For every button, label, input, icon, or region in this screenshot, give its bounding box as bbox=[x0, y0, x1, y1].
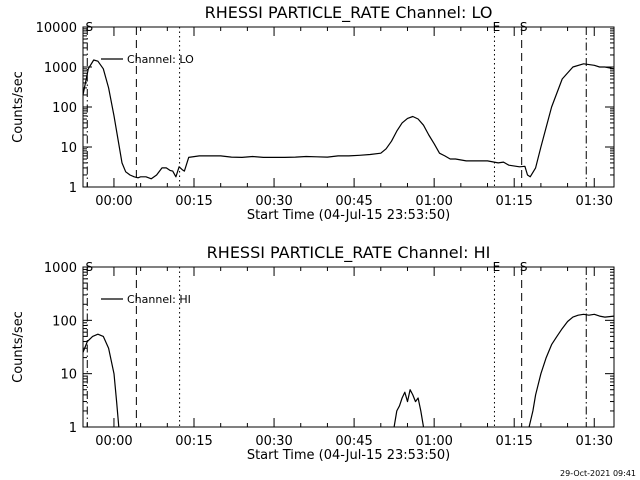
marker-label: S bbox=[520, 20, 528, 34]
y-tick-label: 1 bbox=[69, 421, 77, 436]
x-tick-label: 00:30 bbox=[255, 434, 292, 449]
marker-label: S bbox=[85, 260, 93, 274]
x-tick-label: 01:30 bbox=[576, 194, 613, 209]
chart-title: RHESSI PARTICLE_RATE Channel: LO bbox=[205, 3, 493, 23]
marker-label: S bbox=[85, 20, 93, 34]
x-tick-label: 01:00 bbox=[415, 434, 452, 449]
legend-label: Channel: LO bbox=[127, 53, 194, 66]
footer-timestamp: 29-Oct-2021 09:41 bbox=[560, 469, 636, 478]
legend-label: Channel: HI bbox=[127, 293, 191, 306]
x-tick-label: 00:15 bbox=[175, 434, 212, 449]
x-tick-label: 00:00 bbox=[95, 434, 132, 449]
marker-label: S bbox=[520, 260, 528, 274]
plot-frame bbox=[82, 266, 615, 428]
y-tick-label: 1 bbox=[69, 181, 77, 196]
y-tick-label: 100 bbox=[52, 314, 77, 329]
x-axis-label: Start Time (04-Jul-15 23:53:50) bbox=[247, 448, 450, 463]
y-axis-label: Counts/sec bbox=[11, 71, 26, 143]
y-tick-label: 100 bbox=[52, 101, 77, 116]
x-tick-label: 01:30 bbox=[576, 434, 613, 449]
plot-frame bbox=[82, 26, 615, 188]
x-tick-label: 00:15 bbox=[175, 194, 212, 209]
series-line bbox=[82, 59, 615, 180]
x-tick-label: 00:00 bbox=[95, 194, 132, 209]
series-line bbox=[393, 389, 425, 428]
x-tick-label: 00:45 bbox=[335, 194, 372, 209]
x-tick-label: 00:30 bbox=[255, 194, 292, 209]
x-tick-label: 00:45 bbox=[335, 434, 372, 449]
y-tick-label: 10000 bbox=[36, 21, 77, 36]
series-line bbox=[528, 313, 615, 428]
chart-title: RHESSI PARTICLE_RATE Channel: HI bbox=[207, 243, 491, 263]
marker-label: E bbox=[493, 20, 501, 34]
y-axis-label: Counts/sec bbox=[11, 311, 26, 383]
y-tick-label: 10 bbox=[60, 141, 77, 156]
y-tick-label: 1000 bbox=[44, 61, 77, 76]
x-tick-label: 01:00 bbox=[415, 194, 452, 209]
x-axis-label: Start Time (04-Jul-15 23:53:50) bbox=[247, 208, 450, 223]
y-tick-label: 1000 bbox=[44, 261, 77, 276]
x-tick-label: 01:15 bbox=[495, 434, 532, 449]
x-tick-label: 01:15 bbox=[495, 194, 532, 209]
y-tick-label: 10 bbox=[60, 368, 77, 383]
series-line bbox=[82, 333, 120, 428]
marker-label: E bbox=[493, 260, 501, 274]
